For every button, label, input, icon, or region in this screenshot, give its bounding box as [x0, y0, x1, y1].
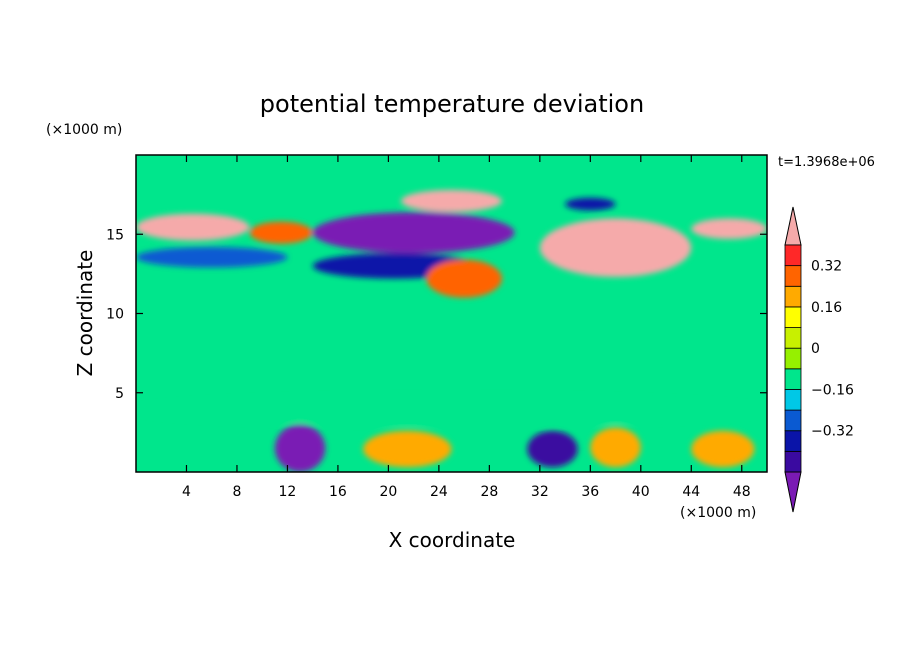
time-label: t=1.3968e+06: [778, 155, 875, 170]
y-unit-label: (×1000 m): [46, 122, 122, 138]
region-pink-right-diagonal: [539, 218, 692, 278]
x-tick-label: 32: [531, 484, 549, 500]
y-tick-label: 15: [106, 227, 124, 243]
x-unit-label: (×1000 m): [680, 505, 756, 521]
colorbar-top-arrow: [784, 206, 802, 246]
region-red-upper-left-band: [249, 221, 313, 244]
x-tick-label: 28: [480, 484, 498, 500]
x-tick-label: 8: [232, 484, 241, 500]
colorbar-segment: [784, 368, 802, 390]
y-axis-label: Z coordinate: [73, 250, 97, 377]
colorbar-segment: [784, 306, 802, 328]
x-tick-label: 20: [379, 484, 397, 500]
region-purple-upper-center: [312, 212, 515, 254]
colorbar-bottom-arrow: [784, 471, 802, 513]
region-purple-boundary-layer-2: [527, 430, 578, 468]
y-tick-label: 5: [115, 386, 124, 402]
colorbar-segment: [784, 244, 802, 267]
colorbar-label: 0: [811, 341, 820, 357]
y-axis-ticks: 5 10 15: [106, 227, 767, 402]
colorbar-label: −0.32: [811, 424, 854, 440]
colorbar-segment: [784, 389, 802, 411]
x-tick-label: 48: [733, 484, 751, 500]
x-tick-label: 44: [682, 484, 700, 500]
colorbar-segment: [784, 450, 802, 473]
colorbar-segment: [784, 265, 802, 287]
heatmap-regions: [136, 189, 767, 472]
x-axis-label: X coordinate: [389, 528, 516, 552]
colorbar-segment: [784, 409, 802, 432]
region-blue-upper-left-band: [136, 246, 288, 268]
region-pink-upper-center: [401, 189, 502, 213]
region-red-center-blob: [426, 259, 502, 298]
x-tick-label: 4: [182, 484, 191, 500]
x-tick-label: 40: [632, 484, 650, 500]
region-navy-right-upper: [565, 197, 616, 211]
heatmap-field: [136, 155, 767, 472]
colorbar: 0.32 0.16 0 −0.16 −0.32: [784, 206, 854, 513]
x-tick-label: 24: [430, 484, 448, 500]
region-cyan-low-band: [136, 395, 767, 425]
colorbar-segment: [784, 285, 802, 308]
x-tick-label: 36: [581, 484, 599, 500]
colorbar-label: 0.32: [811, 259, 842, 275]
region-pink-right-edge: [691, 218, 767, 240]
colorbar-label: −0.16: [811, 382, 854, 398]
colorbar-segment: [784, 327, 802, 349]
x-tick-label: 12: [279, 484, 297, 500]
y-tick-label: 10: [106, 307, 124, 323]
region-orange-boundary-layer-1: [363, 430, 452, 468]
region-pink-upper-left-band: [136, 213, 250, 241]
colorbar-segment: [784, 347, 802, 370]
x-tick-label: 16: [329, 484, 347, 500]
colorbar-label: 0.16: [811, 300, 842, 316]
colorbar-segment: [784, 430, 802, 452]
region-orange-boundary-layer-3: [691, 430, 755, 468]
region-orange-boundary-layer-2: [590, 427, 641, 468]
x-axis-ticks: 4 8 12 16 20 24 28 32 36 40 44 48: [182, 155, 751, 500]
region-purple-boundary-layer-1: [274, 424, 326, 472]
chart-title: potential temperature deviation: [260, 90, 644, 118]
